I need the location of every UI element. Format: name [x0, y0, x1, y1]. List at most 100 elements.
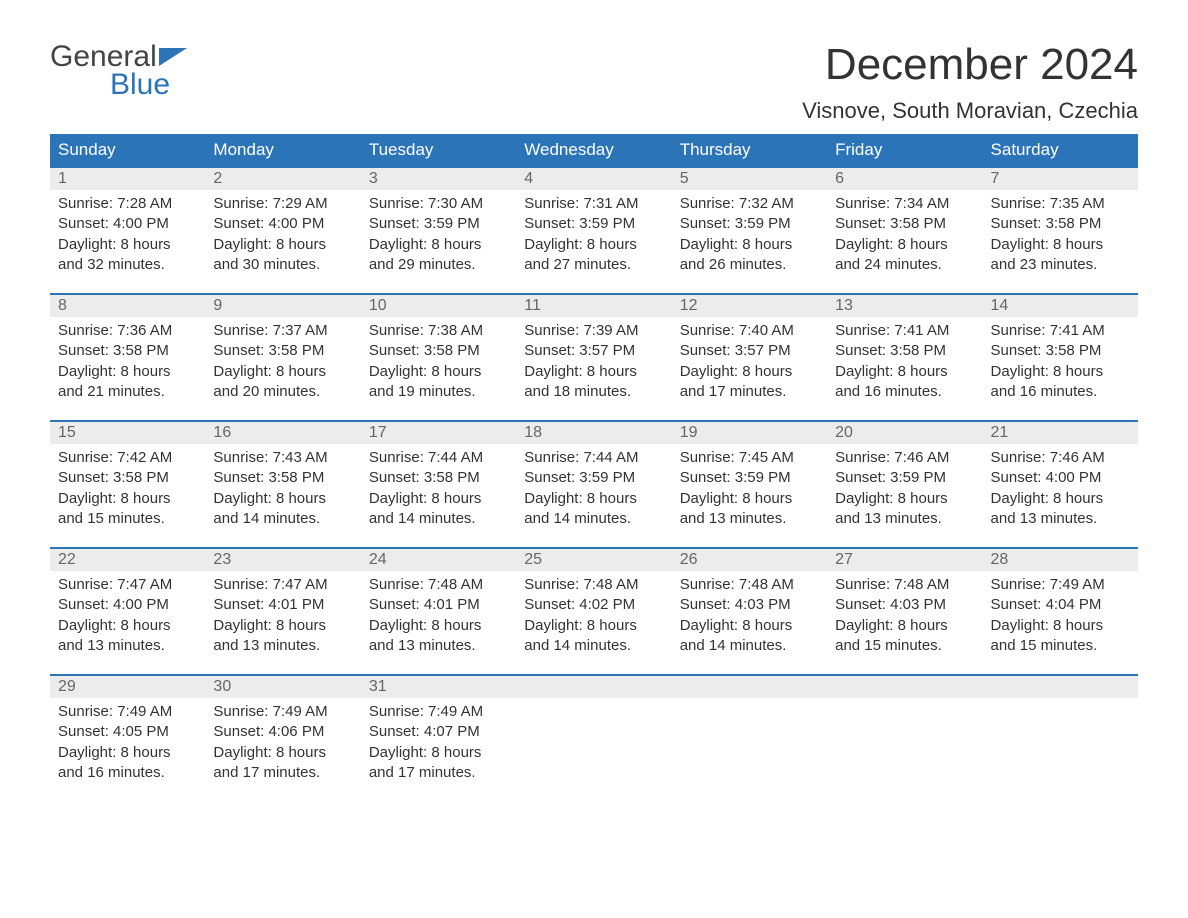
day-cell: Sunrise: 7:29 AMSunset: 4:00 PMDaylight:…: [205, 190, 360, 279]
content-row: Sunrise: 7:47 AMSunset: 4:00 PMDaylight:…: [50, 571, 1138, 660]
daylight-line-1: Daylight: 8 hours: [991, 235, 1130, 255]
sunset-text: Sunset: 3:58 PM: [835, 341, 974, 361]
sunrise-text: Sunrise: 7:48 AM: [835, 575, 974, 595]
calendar: Sunday Monday Tuesday Wednesday Thursday…: [50, 134, 1138, 787]
date-cell: 17: [361, 422, 516, 444]
sunset-text: Sunset: 3:58 PM: [369, 341, 508, 361]
daylight-line-2: and 14 minutes.: [213, 509, 352, 529]
daylight-line-2: and 17 minutes.: [369, 763, 508, 783]
sunrise-text: Sunrise: 7:49 AM: [369, 702, 508, 722]
day-cell: Sunrise: 7:48 AMSunset: 4:02 PMDaylight:…: [516, 571, 671, 660]
daylight-line-2: and 14 minutes.: [680, 636, 819, 656]
date-cell: 8: [50, 295, 205, 317]
weeks-container: 1234567Sunrise: 7:28 AMSunset: 4:00 PMDa…: [50, 166, 1138, 787]
daylight-line-1: Daylight: 8 hours: [213, 235, 352, 255]
week-row: 22232425262728Sunrise: 7:47 AMSunset: 4:…: [50, 547, 1138, 660]
date-cell: 12: [672, 295, 827, 317]
daylight-line-1: Daylight: 8 hours: [213, 743, 352, 763]
date-row: 293031: [50, 676, 1138, 698]
day-cell: Sunrise: 7:44 AMSunset: 3:58 PMDaylight:…: [361, 444, 516, 533]
day-cell: Sunrise: 7:36 AMSunset: 3:58 PMDaylight:…: [50, 317, 205, 406]
day-cell: Sunrise: 7:49 AMSunset: 4:04 PMDaylight:…: [983, 571, 1138, 660]
daylight-line-2: and 30 minutes.: [213, 255, 352, 275]
logo-word-2: Blue: [110, 68, 170, 102]
date-cell: 14: [983, 295, 1138, 317]
date-cell: 18: [516, 422, 671, 444]
sunset-text: Sunset: 4:00 PM: [58, 595, 197, 615]
content-row: Sunrise: 7:28 AMSunset: 4:00 PMDaylight:…: [50, 190, 1138, 279]
sunrise-text: Sunrise: 7:42 AM: [58, 448, 197, 468]
daylight-line-1: Daylight: 8 hours: [835, 616, 974, 636]
location: Visnove, South Moravian, Czechia: [802, 98, 1138, 124]
sunrise-text: Sunrise: 7:40 AM: [680, 321, 819, 341]
daylight-line-2: and 21 minutes.: [58, 382, 197, 402]
daylight-line-1: Daylight: 8 hours: [835, 489, 974, 509]
sunrise-text: Sunrise: 7:35 AM: [991, 194, 1130, 214]
sunset-text: Sunset: 4:06 PM: [213, 722, 352, 742]
daylight-line-1: Daylight: 8 hours: [369, 743, 508, 763]
title-block: December 2024 Visnove, South Moravian, C…: [802, 40, 1138, 124]
daylight-line-2: and 23 minutes.: [991, 255, 1130, 275]
date-cell: 2: [205, 168, 360, 190]
daylight-line-2: and 24 minutes.: [835, 255, 974, 275]
daylight-line-1: Daylight: 8 hours: [680, 362, 819, 382]
day-header-thu: Thursday: [672, 134, 827, 166]
day-cell: Sunrise: 7:45 AMSunset: 3:59 PMDaylight:…: [672, 444, 827, 533]
day-cell: Sunrise: 7:42 AMSunset: 3:58 PMDaylight:…: [50, 444, 205, 533]
daylight-line-1: Daylight: 8 hours: [524, 235, 663, 255]
sunset-text: Sunset: 3:57 PM: [524, 341, 663, 361]
day-cell: Sunrise: 7:41 AMSunset: 3:58 PMDaylight:…: [827, 317, 982, 406]
date-cell: 13: [827, 295, 982, 317]
day-header-sun: Sunday: [50, 134, 205, 166]
sunset-text: Sunset: 3:59 PM: [524, 214, 663, 234]
sunset-text: Sunset: 3:59 PM: [680, 214, 819, 234]
day-cell: Sunrise: 7:32 AMSunset: 3:59 PMDaylight:…: [672, 190, 827, 279]
date-cell: [672, 676, 827, 698]
daylight-line-2: and 14 minutes.: [524, 509, 663, 529]
sunset-text: Sunset: 4:03 PM: [680, 595, 819, 615]
date-cell: 16: [205, 422, 360, 444]
day-cell: Sunrise: 7:28 AMSunset: 4:00 PMDaylight:…: [50, 190, 205, 279]
date-cell: 31: [361, 676, 516, 698]
sunset-text: Sunset: 4:00 PM: [213, 214, 352, 234]
date-cell: 30: [205, 676, 360, 698]
sunrise-text: Sunrise: 7:49 AM: [58, 702, 197, 722]
day-header-sat: Saturday: [983, 134, 1138, 166]
sunrise-text: Sunrise: 7:37 AM: [213, 321, 352, 341]
daylight-line-1: Daylight: 8 hours: [680, 616, 819, 636]
sunrise-text: Sunrise: 7:48 AM: [680, 575, 819, 595]
daylight-line-1: Daylight: 8 hours: [680, 489, 819, 509]
sunrise-text: Sunrise: 7:30 AM: [369, 194, 508, 214]
sunrise-text: Sunrise: 7:44 AM: [369, 448, 508, 468]
day-cell: Sunrise: 7:44 AMSunset: 3:59 PMDaylight:…: [516, 444, 671, 533]
day-cell: Sunrise: 7:49 AMSunset: 4:06 PMDaylight:…: [205, 698, 360, 787]
sunrise-text: Sunrise: 7:41 AM: [835, 321, 974, 341]
daylight-line-1: Daylight: 8 hours: [369, 616, 508, 636]
sunrise-text: Sunrise: 7:47 AM: [213, 575, 352, 595]
daylight-line-1: Daylight: 8 hours: [58, 489, 197, 509]
sunset-text: Sunset: 4:04 PM: [991, 595, 1130, 615]
daylight-line-1: Daylight: 8 hours: [369, 235, 508, 255]
sunrise-text: Sunrise: 7:44 AM: [524, 448, 663, 468]
day-cell: Sunrise: 7:34 AMSunset: 3:58 PMDaylight:…: [827, 190, 982, 279]
day-cell: Sunrise: 7:49 AMSunset: 4:05 PMDaylight:…: [50, 698, 205, 787]
daylight-line-1: Daylight: 8 hours: [213, 362, 352, 382]
day-cell: Sunrise: 7:37 AMSunset: 3:58 PMDaylight:…: [205, 317, 360, 406]
date-cell: 27: [827, 549, 982, 571]
week-row: 293031 Sunrise: 7:49 AMSunset: 4:05 PMDa…: [50, 674, 1138, 787]
sunset-text: Sunset: 4:01 PM: [213, 595, 352, 615]
date-cell: 6: [827, 168, 982, 190]
daylight-line-1: Daylight: 8 hours: [524, 362, 663, 382]
daylight-line-2: and 32 minutes.: [58, 255, 197, 275]
date-cell: 26: [672, 549, 827, 571]
day-cell: Sunrise: 7:30 AMSunset: 3:59 PMDaylight:…: [361, 190, 516, 279]
daylight-line-1: Daylight: 8 hours: [369, 362, 508, 382]
sunset-text: Sunset: 4:00 PM: [58, 214, 197, 234]
day-cell: Sunrise: 7:46 AMSunset: 3:59 PMDaylight:…: [827, 444, 982, 533]
daylight-line-2: and 16 minutes.: [58, 763, 197, 783]
sunrise-text: Sunrise: 7:36 AM: [58, 321, 197, 341]
date-row: 891011121314: [50, 295, 1138, 317]
date-row: 15161718192021: [50, 422, 1138, 444]
sunrise-text: Sunrise: 7:47 AM: [58, 575, 197, 595]
sunrise-text: Sunrise: 7:49 AM: [991, 575, 1130, 595]
